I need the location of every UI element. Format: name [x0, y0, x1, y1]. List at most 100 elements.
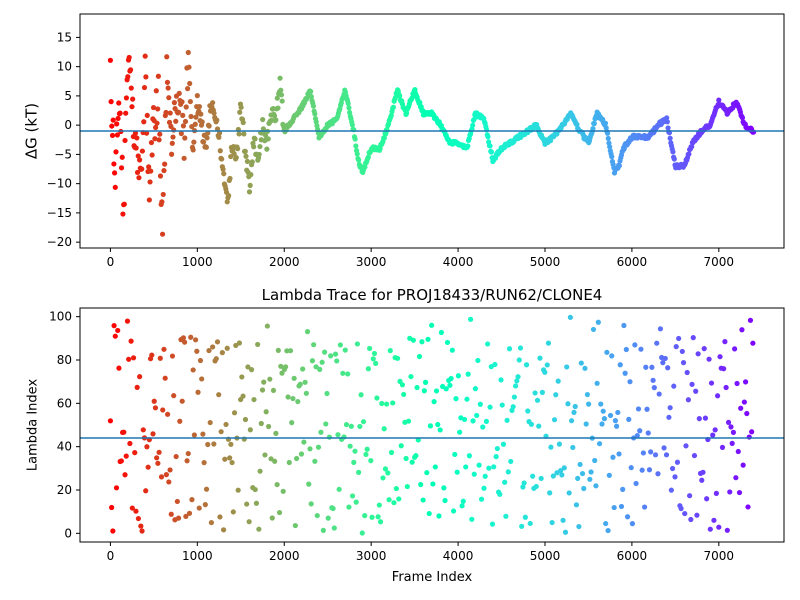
lambda-panel: Lambda Trace for PROJ18433/RUN62/CLONE4 … [26, 286, 785, 585]
y-tick-label: −15 [47, 206, 72, 220]
y-tick-label: 5 [64, 89, 72, 103]
trace-point [729, 440, 735, 446]
trace-point [506, 346, 513, 352]
trace-point [662, 355, 668, 362]
trace-point [442, 497, 448, 504]
trace-point [417, 99, 423, 106]
trace-point [654, 340, 660, 346]
trace-point [247, 427, 253, 433]
trace-point [441, 485, 447, 491]
x-tick-label: 6000 [617, 255, 648, 269]
trace-point [432, 464, 438, 470]
trace-point [690, 335, 696, 341]
trace-point [178, 130, 184, 137]
trace-point [159, 199, 165, 205]
trace-point [203, 486, 210, 492]
trace-point [449, 347, 455, 353]
trace-point [385, 470, 391, 476]
trace-point [187, 80, 193, 87]
trace-point [353, 499, 359, 505]
x-tick-label: 4000 [443, 255, 474, 269]
trace-point [549, 519, 555, 526]
trace-point [278, 87, 284, 93]
trace-point [120, 211, 126, 217]
trace-point [454, 469, 460, 475]
trace-point [354, 341, 361, 347]
trace-point [129, 104, 135, 110]
trace-point [216, 134, 222, 140]
trace-point [499, 402, 505, 408]
trace-point [513, 383, 519, 389]
trace-point [247, 182, 253, 188]
trace-point [559, 472, 565, 478]
trace-point [616, 451, 622, 457]
trace-point [315, 444, 322, 450]
trace-point [749, 429, 755, 435]
trace-point [671, 156, 677, 162]
trace-point [606, 472, 612, 478]
trace-point [568, 418, 575, 424]
trace-point [427, 423, 434, 429]
trace-point [141, 84, 148, 91]
trace-point [343, 421, 350, 428]
trace-point [235, 487, 241, 493]
trace-point [161, 167, 167, 174]
trace-point [119, 154, 125, 160]
trace-point [426, 510, 432, 517]
trace-point [719, 444, 726, 451]
trace-point [192, 121, 198, 127]
trace-point [168, 123, 174, 129]
trace-point [133, 145, 139, 151]
trace-point [550, 473, 556, 479]
trace-point [646, 467, 653, 473]
trace-point [170, 134, 176, 140]
trace-point [143, 130, 150, 136]
trace-point [578, 360, 584, 366]
trace-point [586, 401, 592, 407]
trace-point [153, 124, 159, 131]
trace-point [233, 342, 239, 349]
lambda-y-label: Lambda Index [26, 379, 41, 472]
trace-point [140, 427, 146, 433]
trace-point [618, 503, 625, 510]
trace-point [321, 349, 328, 355]
trace-point [224, 345, 230, 351]
trace-point [335, 432, 341, 438]
trace-point [558, 468, 564, 474]
trace-point [113, 149, 119, 155]
trace-point [214, 117, 220, 123]
y-tick-label: 80 [57, 353, 72, 367]
trace-point [221, 171, 227, 177]
trace-point [742, 379, 749, 385]
trace-point [226, 193, 232, 199]
trace-point [685, 397, 691, 403]
delta-g-points [107, 49, 757, 237]
trace-point [381, 426, 387, 432]
trace-point [477, 401, 483, 407]
trace-point [251, 144, 257, 150]
trace-point [165, 85, 171, 91]
delta-g-y-label: ΔG (kT) [23, 103, 41, 159]
trace-point [310, 103, 317, 109]
trace-point [238, 104, 244, 110]
trace-point [648, 449, 654, 455]
trace-point [669, 465, 676, 472]
trace-point [539, 389, 545, 395]
trace-point [745, 504, 751, 510]
trace-point [577, 461, 583, 468]
trace-point [149, 352, 155, 358]
trace-point [257, 468, 263, 474]
trace-point [184, 86, 191, 92]
trace-point [514, 378, 520, 384]
trace-point [156, 449, 162, 455]
trace-point [193, 114, 199, 120]
trace-point [598, 401, 604, 407]
trace-point [194, 93, 200, 99]
trace-point [214, 339, 221, 345]
trace-point [114, 121, 120, 127]
trace-point [422, 379, 429, 385]
trace-point [228, 441, 234, 447]
trace-point [151, 398, 157, 404]
trace-point [323, 421, 329, 427]
trace-point [129, 505, 135, 511]
